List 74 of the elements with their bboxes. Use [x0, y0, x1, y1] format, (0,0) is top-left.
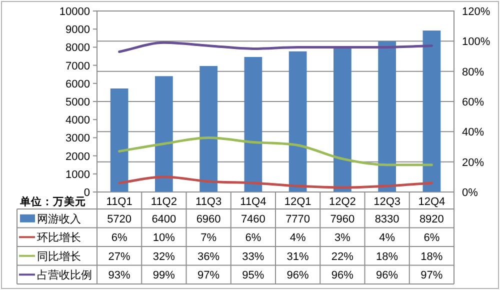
legend-label: 占营收比例 [37, 268, 92, 282]
bar [110, 88, 128, 192]
bar [422, 30, 441, 192]
y-tick-label: 3000 [66, 132, 90, 145]
legend-label: 网游收入 [37, 212, 81, 226]
data-label: 4% [290, 232, 306, 244]
data-label: 3% [334, 232, 351, 244]
data-label: 7770 [286, 213, 310, 226]
y-tick-label: 5000 [66, 96, 90, 108]
bar [334, 48, 352, 192]
line-series [118, 41, 433, 53]
legend-label: 环比增长 [37, 231, 81, 244]
legend-label: 同比增长 [37, 250, 81, 263]
bar [288, 51, 307, 192]
x-tick-label: 12Q2 [328, 196, 356, 208]
y-tick-label: 7000 [66, 60, 90, 72]
data-label: 31% [286, 250, 310, 263]
x-tick-label: 11Q3 [196, 196, 222, 208]
data-label: 8920 [419, 213, 444, 226]
data-label: 10% [152, 232, 176, 244]
data-label: 32% [152, 250, 176, 263]
data-label: 95% [242, 270, 264, 282]
y2-tick-label: 40% [462, 126, 484, 139]
data-label: 7460 [240, 213, 266, 226]
data-label: 6960 [196, 213, 221, 226]
y-tick-label: 8000 [66, 42, 90, 54]
y2-tick-label: 120% [462, 6, 490, 18]
data-label: 5720 [107, 213, 132, 226]
data-label: 6400 [152, 213, 176, 226]
data-label: 8330 [374, 213, 400, 226]
line-series [118, 176, 433, 189]
data-label: 27% [108, 250, 131, 263]
y-tick-label: 0 [84, 187, 90, 199]
bar [155, 76, 173, 192]
y-tick-label: 4000 [66, 114, 90, 127]
data-label: 97% [420, 270, 443, 282]
bar [378, 41, 396, 192]
x-tick-label: 12Q3 [374, 196, 401, 208]
y2-tick-label: 20% [462, 156, 484, 169]
data-label: 97% [198, 270, 220, 282]
bar [244, 56, 262, 192]
y2-tick-label: 0% [462, 187, 478, 199]
text: 单位：万美元 [19, 195, 86, 208]
y-tick-label: 9000 [66, 24, 90, 36]
data-label: 6% [424, 232, 440, 244]
data-label: 7% [200, 232, 217, 244]
data-label: 6% [111, 232, 128, 244]
data-label: 93% [108, 270, 131, 282]
data-label: 18% [420, 250, 443, 263]
data-label: 6% [245, 232, 262, 244]
y2-tick-label: 60% [462, 96, 484, 108]
line-series [118, 136, 433, 166]
x-tick-label: 11Q2 [150, 196, 177, 208]
data-label: 33% [242, 250, 264, 263]
x-tick-label: 11Q4 [240, 196, 266, 208]
data-label: 99% [152, 270, 176, 282]
data-label: 7960 [330, 213, 355, 226]
data-label: 18% [376, 250, 398, 263]
x-tick-label: 12Q4 [418, 196, 446, 208]
y-tick-label: 1000 [66, 168, 90, 181]
y-tick-label: 6000 [66, 78, 90, 90]
y-tick-label: 10000 [59, 6, 90, 18]
y-tick-label: 2000 [66, 150, 90, 163]
data-label: 36% [198, 250, 220, 263]
data-label: 96% [331, 270, 354, 282]
data-label: 4% [379, 232, 396, 244]
data-label: 96% [286, 270, 310, 282]
x-tick-label: 12Q1 [284, 196, 312, 208]
y2-tick-label: 80% [462, 66, 484, 78]
y2-tick-label: 100% [462, 36, 490, 48]
data-label: 96% [376, 270, 398, 282]
x-tick-label: 11Q1 [106, 196, 132, 208]
bar [200, 66, 218, 192]
data-label: 22% [331, 250, 354, 263]
